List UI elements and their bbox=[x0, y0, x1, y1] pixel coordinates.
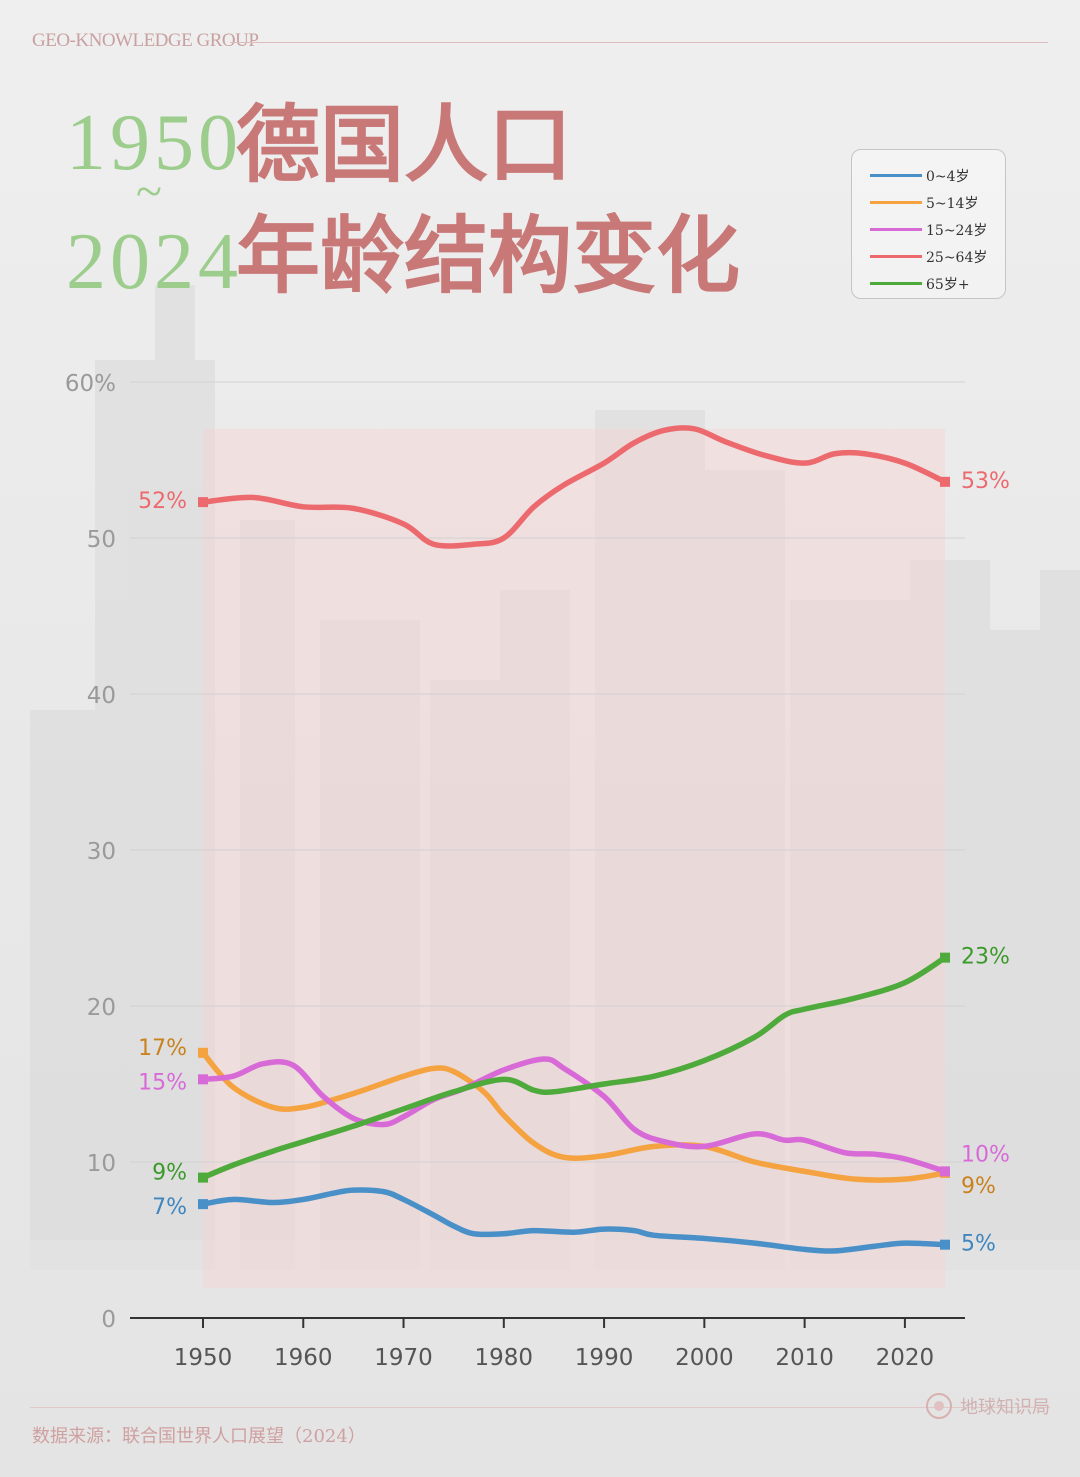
chart-legend: 0~4岁 5~14岁 15~24岁 25~64岁 65岁+ bbox=[851, 149, 1006, 299]
series-start-label-age_5_14: 17% bbox=[138, 1036, 187, 1061]
series-line-age_15_24 bbox=[200, 1056, 948, 1175]
series-start-marker-age_0_4 bbox=[198, 1199, 208, 1210]
x-tick-label: 2010 bbox=[775, 1345, 834, 1371]
series-start-marker-age_5_14 bbox=[198, 1047, 208, 1058]
series-end-marker-age_15_24 bbox=[940, 1166, 950, 1177]
title-line-2: 年龄结构变化 bbox=[236, 206, 741, 305]
legend-item-0-4: 0~4岁 bbox=[852, 162, 1005, 189]
title-year-separator: ~ bbox=[136, 165, 162, 218]
legend-label-25-64: 25~64岁 bbox=[926, 249, 988, 266]
footer-rule bbox=[30, 1407, 1050, 1408]
watermark: 地球知识局 bbox=[926, 1393, 1050, 1419]
x-tick-label: 2020 bbox=[876, 1345, 935, 1371]
x-tick-label: 1980 bbox=[475, 1345, 534, 1371]
x-tick-label: 1990 bbox=[575, 1345, 634, 1371]
series-end-label-age_25_64: 53% bbox=[961, 469, 1010, 494]
x-tick-label: 1960 bbox=[274, 1345, 333, 1371]
legend-item-15-24: 15~24岁 bbox=[852, 216, 1005, 243]
series-line-age_5_14 bbox=[200, 1050, 948, 1183]
series-line-age_65_plus bbox=[200, 954, 948, 1181]
series-end-label-age_65_plus: 23% bbox=[961, 945, 1010, 970]
y-tick-label: 60% bbox=[65, 371, 116, 397]
series-end-label-age_5_14: 9% bbox=[961, 1174, 996, 1199]
x-tick-label: 1950 bbox=[174, 1345, 233, 1371]
series-line-age_25_64 bbox=[200, 425, 948, 549]
series-start-marker-age_15_24 bbox=[198, 1074, 208, 1085]
series-end-marker-age_65_plus bbox=[940, 952, 950, 963]
legend-label-65-plus: 65岁+ bbox=[926, 276, 970, 293]
globe-logo-icon bbox=[926, 1393, 952, 1419]
legend-item-25-64: 25~64岁 bbox=[852, 243, 1005, 270]
legend-swatch-0-4 bbox=[870, 174, 922, 177]
series-end-label-age_0_4: 5% bbox=[961, 1232, 996, 1257]
series-start-marker-age_25_64 bbox=[198, 497, 208, 508]
y-tick-label: 50 bbox=[87, 527, 116, 553]
legend-item-5-14: 5~14岁 bbox=[852, 189, 1005, 216]
series-start-label-age_65_plus: 9% bbox=[152, 1161, 187, 1186]
series-end-marker-age_25_64 bbox=[940, 476, 950, 487]
y-tick-label: 30 bbox=[87, 839, 116, 865]
series-line-age_0_4 bbox=[200, 1187, 948, 1254]
legend-label-5-14: 5~14岁 bbox=[926, 195, 979, 212]
legend-label-0-4: 0~4岁 bbox=[926, 168, 970, 185]
legend-label-15-24: 15~24岁 bbox=[926, 222, 988, 239]
y-tick-label: 40 bbox=[87, 683, 116, 709]
y-tick-label: 0 bbox=[101, 1307, 116, 1333]
brand-rule bbox=[230, 42, 1048, 43]
series-end-marker-age_0_4 bbox=[940, 1239, 950, 1250]
x-tick-label: 2000 bbox=[675, 1345, 734, 1371]
legend-swatch-5-14 bbox=[870, 201, 922, 204]
y-tick-label: 10 bbox=[87, 1151, 116, 1177]
title-line-1: 德国人口 bbox=[236, 95, 573, 194]
legend-swatch-65-plus bbox=[870, 282, 922, 285]
title-year-end: 2024 bbox=[66, 218, 242, 306]
series-start-label-age_0_4: 7% bbox=[152, 1195, 187, 1220]
title-year-start: 1950 bbox=[66, 99, 242, 187]
brand-name: GEO-KNOWLEDGE GROUP bbox=[32, 30, 259, 51]
series-end-label-age_15_24: 10% bbox=[961, 1142, 1010, 1167]
watermark-text: 地球知识局 bbox=[960, 1397, 1050, 1418]
series-start-label-age_25_64: 52% bbox=[138, 489, 187, 514]
legend-item-65-plus: 65岁+ bbox=[852, 270, 1005, 297]
series-start-marker-age_65_plus bbox=[198, 1172, 208, 1183]
y-tick-label: 20 bbox=[87, 995, 116, 1021]
legend-swatch-25-64 bbox=[870, 255, 922, 258]
series-start-label-age_15_24: 15% bbox=[138, 1070, 187, 1095]
data-source: 数据来源：联合国世界人口展望（2024） bbox=[32, 1426, 366, 1447]
x-tick-label: 1970 bbox=[374, 1345, 433, 1371]
legend-swatch-15-24 bbox=[870, 228, 922, 231]
